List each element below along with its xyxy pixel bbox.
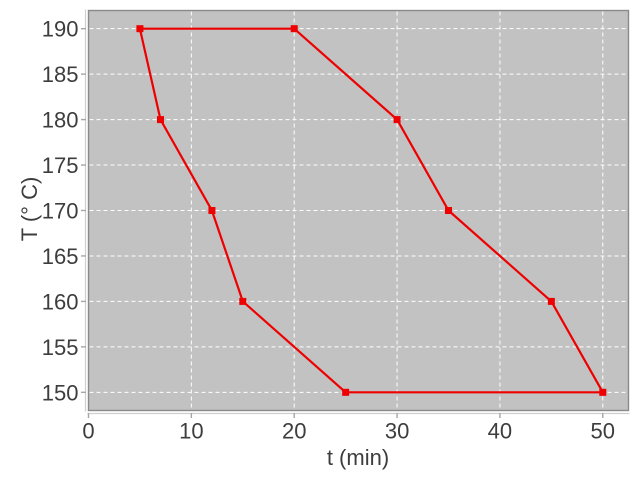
y-tick-label-155: 155: [42, 335, 79, 360]
temperature-cycle-marker-2: [393, 116, 401, 124]
data-series: [136, 25, 607, 396]
y-tick-label-150: 150: [42, 380, 79, 405]
x-tick-label-30: 30: [385, 419, 409, 444]
temperature-cycle-marker-4: [547, 297, 555, 305]
x-tick-label-50: 50: [591, 419, 615, 444]
temperature-cycle-marker-9: [157, 116, 164, 124]
y-tick-label-160: 160: [42, 289, 79, 314]
x-tick-label-40: 40: [488, 419, 512, 444]
x-axis-title: t (min): [327, 445, 389, 470]
y-axis-title: T (° C): [17, 177, 42, 242]
plot-canvas-border: [87, 9, 630, 412]
y-tick-label-170: 170: [42, 199, 79, 224]
x-tick-label-0: 0: [82, 419, 94, 444]
y-tick-label-185: 185: [42, 62, 79, 87]
temperature-cycle-marker-6: [342, 388, 350, 396]
gridlines: [89, 11, 628, 410]
axes: [81, 9, 630, 418]
x-tick-label-20: 20: [282, 419, 306, 444]
temperature-cycle-marker-8: [208, 207, 216, 214]
y-tick-label-190: 190: [42, 17, 79, 42]
temperature-cycle-marker-7: [239, 297, 247, 305]
y-tick-label-180: 180: [42, 108, 79, 133]
temperature-cycle-marker-0: [136, 25, 144, 33]
y-tick-label-175: 175: [42, 153, 79, 178]
tick-labels: 0 10 20 30 40 50 150 155 160 165 170 175 180 185 190: [42, 17, 615, 444]
temperature-cycle-marker-1: [290, 25, 298, 33]
y-tick-label-165: 165: [42, 244, 79, 269]
temperature-cycle-marker-3: [445, 207, 452, 214]
temperature-cycle-marker-5: [599, 388, 607, 396]
x-tick-label-10: 10: [179, 419, 203, 444]
